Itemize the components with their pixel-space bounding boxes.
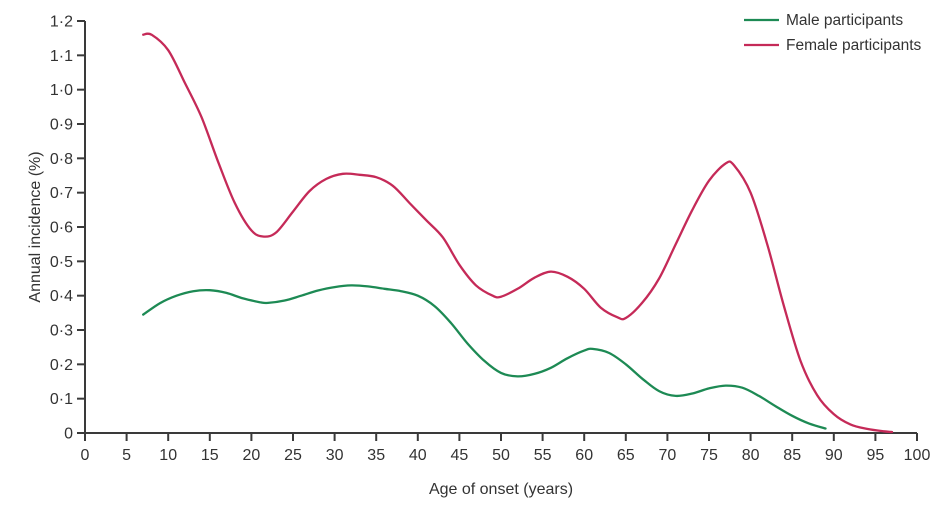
- x-tick-label: 90: [825, 447, 843, 464]
- x-tick-label: 100: [904, 447, 931, 464]
- x-tick-label: 80: [742, 447, 760, 464]
- y-tick-label: 0·8: [50, 151, 73, 168]
- y-tick-label: 0·7: [50, 185, 73, 202]
- x-tick-label: 5: [122, 447, 131, 464]
- x-tick-label: 15: [201, 447, 219, 464]
- x-tick-label: 50: [492, 447, 510, 464]
- x-tick-label: 10: [159, 447, 177, 464]
- x-tick-label: 70: [659, 447, 677, 464]
- y-tick-label: 0·1: [50, 391, 73, 408]
- y-tick-label: 1·2: [50, 14, 73, 31]
- x-tick-label: 55: [534, 447, 552, 464]
- x-tick-label: 0: [81, 447, 90, 464]
- female-participants-line: [142, 32, 894, 434]
- series-lines: [142, 32, 894, 434]
- x-tick-label: 85: [783, 447, 801, 464]
- y-tick-label: 0·9: [50, 117, 73, 134]
- x-tick-label: 95: [867, 447, 885, 464]
- x-tick-label: 25: [284, 447, 302, 464]
- x-tick-label: 35: [367, 447, 385, 464]
- y-axis-title: Annual incidence (%): [27, 151, 44, 302]
- y-tick-label: 1·1: [50, 48, 73, 65]
- y-tick-label: 0·5: [50, 254, 73, 271]
- y-tick-label: 1·0: [50, 82, 73, 99]
- y-tick-label: 0·4: [50, 288, 73, 305]
- x-tick-label: 20: [243, 447, 261, 464]
- legend: Male participants Female participants: [744, 12, 922, 54]
- y-tick-label: 0·3: [50, 323, 73, 340]
- y-tick-label: 0: [64, 426, 73, 443]
- x-tick-label: 65: [617, 447, 635, 464]
- y-tick-label: 0·6: [50, 220, 73, 237]
- x-tick-label: 45: [451, 447, 469, 464]
- x-tick-label: 30: [326, 447, 344, 464]
- x-tick-label: 75: [700, 447, 718, 464]
- legend-male-label: Male participants: [786, 12, 903, 29]
- x-tick-label: 40: [409, 447, 427, 464]
- legend-female-label: Female participants: [786, 37, 922, 54]
- y-tick-label: 0·2: [50, 357, 73, 374]
- x-axis-title: Age of onset (years): [429, 481, 573, 498]
- x-tick-label: 60: [575, 447, 593, 464]
- male-participants-line: [142, 284, 827, 430]
- axes: 0 5 10 15 20 25 30 35 40 45 50 55 60 65 70 75 80 85 90 95 10…: [50, 14, 931, 464]
